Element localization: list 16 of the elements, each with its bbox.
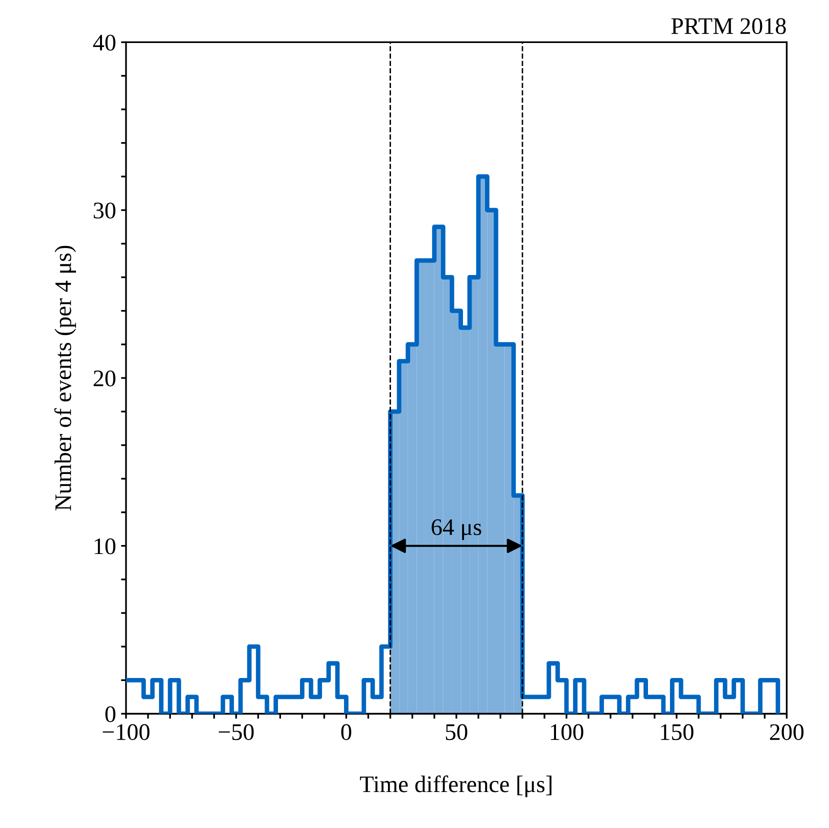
y-tick-label: 40 (93, 34, 116, 51)
y-tick-label: 20 (94, 370, 116, 386)
y-tick-label: 30 (94, 202, 116, 219)
x-axis-title: Time difference [μs] (360, 775, 552, 798)
x-tick-label: 0 (341, 724, 352, 740)
x-tick-label: −50 (218, 724, 254, 740)
y-tick-label: 0 (105, 706, 116, 722)
x-tick-label: 200 (770, 724, 804, 740)
x-tick-label: 150 (660, 724, 694, 740)
x-tick-label: −100 (102, 724, 150, 740)
text: PRTM 2018 (671, 18, 786, 34)
x-tick-label: 100 (550, 724, 584, 740)
x-tick-label: 50 (446, 724, 468, 740)
y-tick-label: 10 (94, 538, 116, 554)
y-axis-title: Number of events (per 4 μs) (54, 246, 76, 511)
annotation: 64 μs (432, 519, 482, 540)
